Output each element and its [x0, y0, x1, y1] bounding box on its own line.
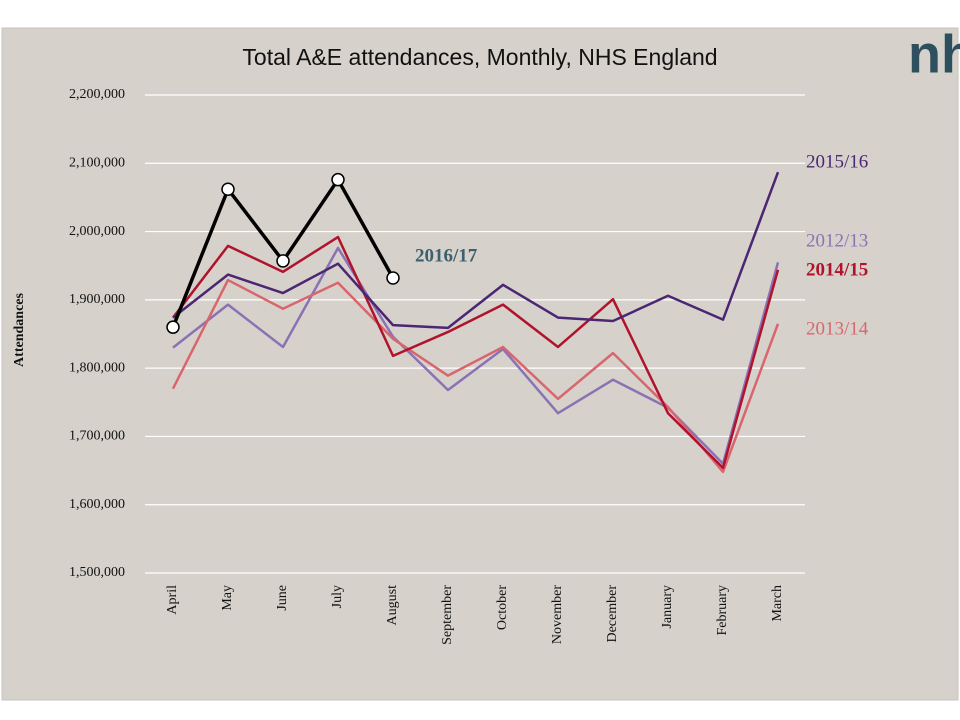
point-marker — [331, 172, 345, 187]
point-marker — [386, 271, 400, 285]
x-tick-label: July — [330, 585, 345, 608]
point-marker — [221, 182, 235, 196]
x-tick-label: March — [770, 585, 785, 622]
y-tick-label: 1,900,000 — [69, 292, 125, 307]
slide-background — [1, 27, 959, 701]
series-label: 2012/13 — [806, 230, 868, 251]
series-label: 2015/16 — [806, 151, 868, 172]
series-line — [172, 171, 780, 330]
y-tick-label: 1,500,000 — [69, 565, 125, 580]
series-line — [171, 278, 780, 474]
x-tick-label: February — [715, 585, 730, 636]
x-tick-label: September — [440, 585, 455, 645]
x-tick-label: May — [220, 585, 235, 611]
y-tick-label: 1,700,000 — [69, 429, 125, 444]
x-tick-label: October — [495, 585, 510, 630]
chart-title: Total A&E attendances, Monthly, NHS Engl… — [242, 44, 717, 70]
y-tick-label: 1,600,000 — [69, 497, 125, 512]
point-marker — [166, 320, 180, 334]
x-tick-label: January — [660, 585, 675, 629]
y-tick-label: 2,000,000 — [69, 224, 125, 239]
x-tick-label: December — [605, 585, 620, 643]
logo: nh — [908, 24, 960, 84]
y-tick-label: 2,200,000 — [69, 87, 125, 102]
y-axis-label: Attendances — [12, 293, 27, 367]
x-tick-label: June — [275, 585, 290, 611]
series-label: 2016/17 — [415, 245, 478, 266]
x-tick-label: November — [550, 585, 565, 644]
x-tick-label: August — [385, 585, 400, 626]
y-tick-label: 2,100,000 — [69, 156, 125, 171]
series-label: 2014/15 — [806, 259, 868, 280]
series-label: 2013/14 — [806, 318, 869, 339]
y-tick-label: 1,800,000 — [69, 360, 125, 375]
series-line — [172, 235, 780, 470]
x-tick-label: April — [165, 585, 180, 615]
point-marker — [276, 254, 290, 268]
